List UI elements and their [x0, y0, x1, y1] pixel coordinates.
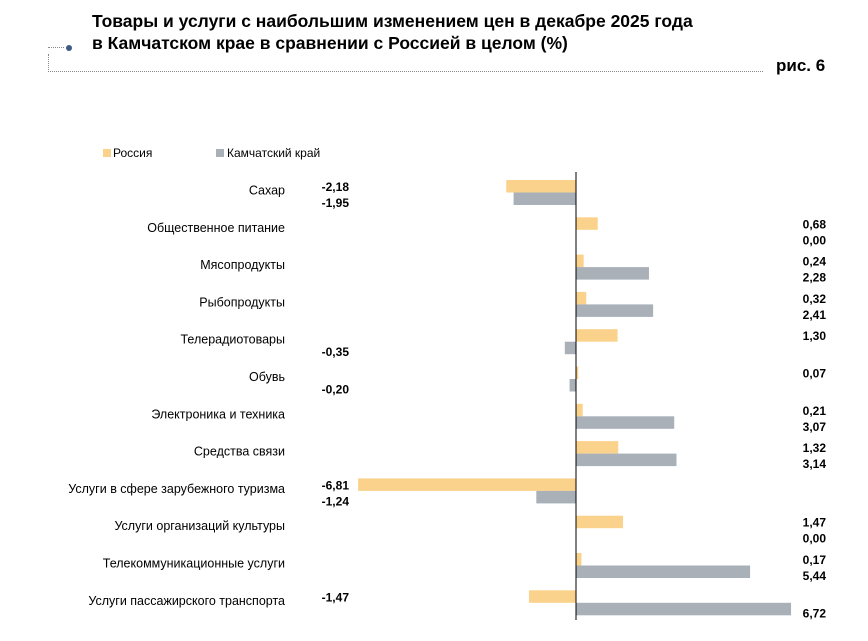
- data-label-russia: 0,32: [803, 292, 827, 306]
- category-label: Телекоммуникационные услуги: [103, 557, 285, 571]
- bar-kamchatka: [513, 192, 576, 205]
- bar-kamchatka: [576, 304, 654, 317]
- data-label-russia: 1,47: [803, 516, 827, 530]
- bar-kamchatka: [576, 453, 677, 467]
- data-label-kamchatka: 3,07: [803, 420, 827, 434]
- data-label-kamchatka: 2,41: [803, 308, 827, 322]
- bar-russia: [576, 291, 587, 305]
- data-label-russia: -1,47: [322, 590, 350, 604]
- legend-label-kamchatka: Камчатский край: [227, 146, 321, 160]
- bar-russia: [576, 254, 584, 268]
- title-bullet-dot: [66, 45, 72, 51]
- figure-label: рис. 6: [776, 56, 826, 75]
- bar-russia: [576, 515, 624, 529]
- data-label-russia: -2,18: [322, 180, 350, 194]
- bar-kamchatka: [576, 565, 751, 578]
- data-label-kamchatka: -0,20: [322, 383, 350, 397]
- data-label-russia: 0,24: [803, 255, 827, 269]
- bar-kamchatka: [536, 490, 576, 504]
- category-label: Мясопродукты: [200, 258, 285, 272]
- category-label: Телерадиотовары: [181, 333, 286, 347]
- category-label: Электроника и техника: [151, 407, 285, 421]
- category-label: Рыбопродукты: [199, 295, 285, 309]
- data-label-kamchatka: 6,72: [803, 606, 827, 620]
- category-label: Услуги в сфере зарубежного туризма: [68, 482, 285, 496]
- bar-russia: [506, 180, 576, 193]
- data-label-russia: 0,17: [803, 553, 827, 567]
- data-label-kamchatka: -1,95: [322, 196, 350, 210]
- data-label-russia: 0,68: [803, 217, 827, 231]
- bar-russia: [576, 403, 583, 417]
- category-label: Средства связи: [194, 445, 285, 459]
- bar-russia: [576, 441, 619, 454]
- bar-russia: [576, 553, 582, 566]
- category-label: Сахар: [249, 184, 285, 198]
- chart-title-line-2: в Камчатском крае в сравнении с Россией …: [92, 33, 568, 53]
- data-label-russia: 0,21: [803, 404, 827, 418]
- legend-label-russia: Россия: [113, 146, 153, 160]
- data-label-kamchatka: 3,14: [803, 457, 827, 471]
- bar-kamchatka: [576, 416, 675, 429]
- category-label: Обувь: [249, 370, 285, 384]
- bar-russia: [528, 590, 576, 603]
- category-label: Общественное питание: [147, 221, 285, 235]
- data-label-kamchatka: 5,44: [803, 569, 827, 583]
- bar-kamchatka: [576, 267, 649, 280]
- category-label: Услуги пассажирского транспорта: [88, 594, 285, 608]
- bar-russia: [358, 478, 576, 491]
- title-rule-dash: [48, 47, 64, 48]
- data-label-kamchatka: 2,28: [803, 271, 827, 285]
- category-label: Услуги организаций культуры: [114, 519, 285, 533]
- legend-swatch-russia: [103, 149, 111, 157]
- chart-title: Товары и услуги с наибольшим изменением …: [92, 10, 812, 54]
- legend-swatch-kamchatka: [216, 149, 224, 157]
- data-label-kamchatka: -1,24: [322, 494, 350, 508]
- data-label-russia: 0,07: [803, 367, 827, 381]
- bar-kamchatka: [564, 341, 576, 355]
- data-label-russia: 1,30: [803, 329, 827, 343]
- data-label-russia: 1,32: [803, 441, 827, 455]
- bar-kamchatka: [576, 602, 792, 616]
- data-label-kamchatka: -0,35: [322, 345, 350, 359]
- data-label-kamchatka: 0,00: [803, 532, 827, 546]
- bar-russia: [576, 329, 618, 342]
- bar-russia: [576, 217, 598, 230]
- data-label-kamchatka: 0,00: [803, 233, 827, 247]
- chart-title-line-1: Товары и услуги с наибольшим изменением …: [92, 11, 693, 31]
- bar-russia: [576, 366, 579, 379]
- bar-kamchatka: [569, 379, 576, 392]
- title-dotted-rule: [48, 54, 763, 72]
- data-label-russia: -6,81: [322, 478, 350, 492]
